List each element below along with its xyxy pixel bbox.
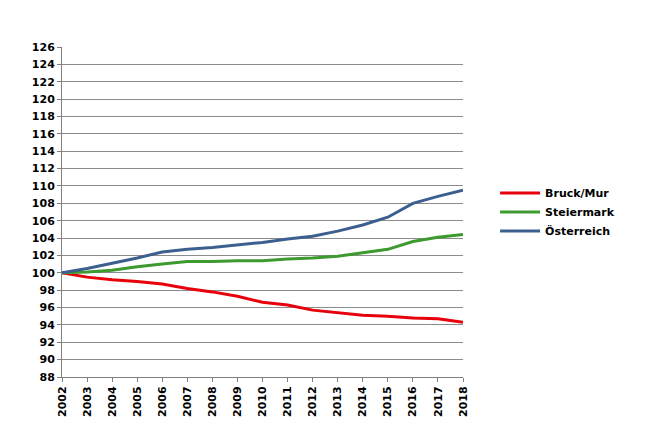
svg-text:2016: 2016 bbox=[406, 386, 419, 417]
svg-text:102: 102 bbox=[32, 249, 55, 262]
svg-text:2012: 2012 bbox=[306, 386, 319, 417]
svg-text:90: 90 bbox=[39, 353, 55, 366]
svg-text:Bruck/Mur: Bruck/Mur bbox=[545, 187, 609, 200]
svg-text:2013: 2013 bbox=[331, 386, 344, 417]
svg-text:2004: 2004 bbox=[106, 386, 119, 417]
svg-text:2009: 2009 bbox=[231, 386, 244, 417]
svg-text:2003: 2003 bbox=[81, 386, 94, 417]
svg-text:2014: 2014 bbox=[356, 386, 369, 417]
svg-text:116: 116 bbox=[32, 128, 55, 141]
svg-text:126: 126 bbox=[32, 41, 55, 54]
svg-text:Steiermark: Steiermark bbox=[545, 206, 615, 219]
svg-text:122: 122 bbox=[32, 76, 55, 89]
svg-text:110: 110 bbox=[32, 180, 55, 193]
svg-text:2017: 2017 bbox=[432, 386, 445, 417]
svg-text:2018: 2018 bbox=[457, 386, 470, 417]
svg-text:112: 112 bbox=[32, 162, 55, 175]
svg-text:2002: 2002 bbox=[56, 386, 69, 417]
svg-text:100: 100 bbox=[32, 267, 55, 280]
svg-text:2007: 2007 bbox=[181, 386, 194, 417]
svg-text:2015: 2015 bbox=[381, 386, 394, 417]
svg-text:118: 118 bbox=[32, 110, 55, 123]
svg-text:96: 96 bbox=[39, 301, 55, 314]
svg-text:94: 94 bbox=[39, 319, 55, 332]
svg-text:2011: 2011 bbox=[281, 386, 294, 417]
svg-text:120: 120 bbox=[32, 93, 55, 106]
svg-text:98: 98 bbox=[39, 284, 54, 297]
svg-text:2008: 2008 bbox=[206, 386, 219, 417]
svg-text:2006: 2006 bbox=[156, 386, 169, 417]
svg-text:Österreich: Österreich bbox=[545, 224, 610, 238]
svg-text:92: 92 bbox=[39, 336, 54, 349]
svg-text:108: 108 bbox=[32, 197, 55, 210]
svg-text:106: 106 bbox=[32, 215, 55, 228]
svg-text:2010: 2010 bbox=[256, 386, 269, 417]
svg-text:114: 114 bbox=[32, 145, 55, 158]
svg-text:88: 88 bbox=[39, 371, 54, 384]
svg-text:124: 124 bbox=[32, 58, 55, 71]
svg-text:2005: 2005 bbox=[131, 386, 144, 417]
svg-text:104: 104 bbox=[32, 232, 55, 245]
